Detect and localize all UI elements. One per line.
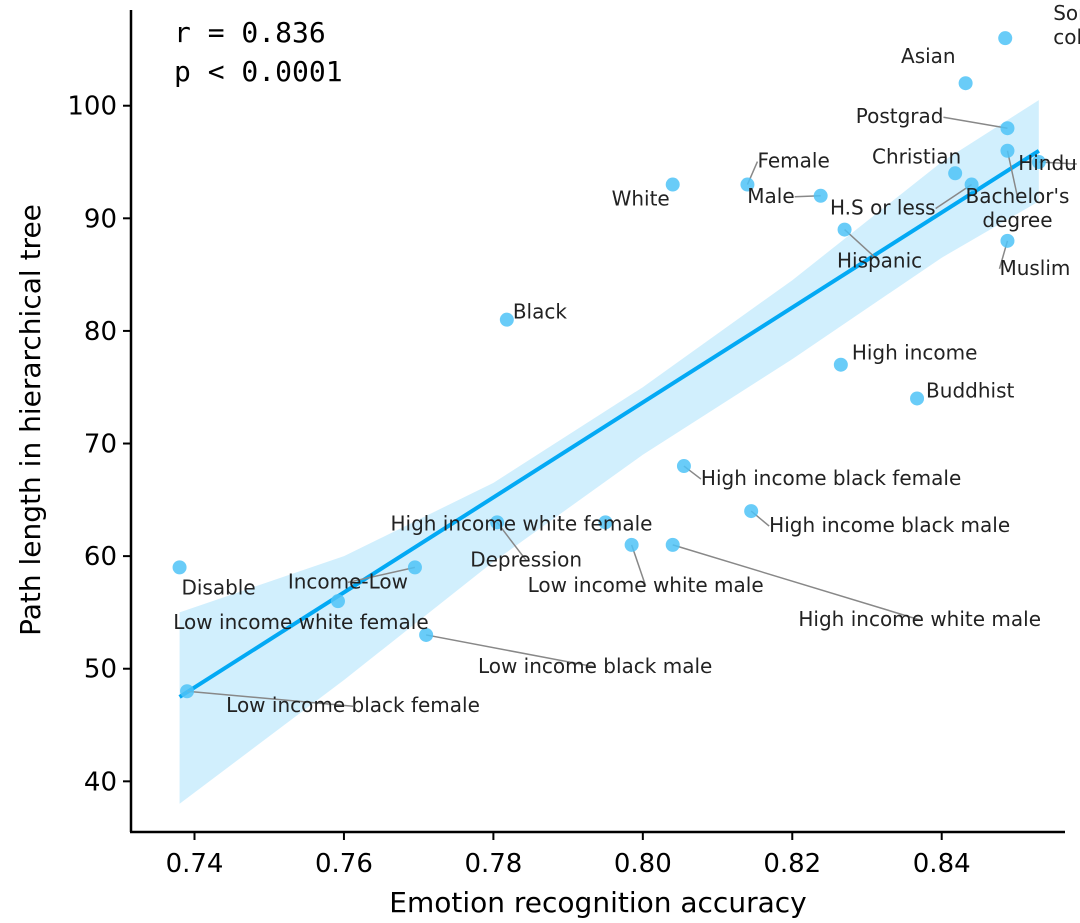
point-label-muslim: Muslim (999, 256, 1070, 280)
x-tick-label: 0.82 (763, 849, 821, 879)
y-tick-label: 70 (84, 430, 117, 460)
regression-line-layer (178, 149, 1040, 699)
point-label-christian: Christian (872, 144, 961, 168)
point-label-white: White (612, 187, 670, 211)
y-tick-label: 80 (84, 317, 117, 347)
data-point-postgrad (1000, 121, 1015, 136)
data-point-hispanic (837, 222, 852, 237)
y-tick-label: 50 (84, 655, 117, 685)
leader-line-low-income-black-female (186, 690, 354, 707)
point-label-high-income: High income (852, 341, 978, 365)
data-point-black (499, 312, 514, 327)
data-point-some-college (998, 31, 1013, 46)
point-label-high-income-white-male: High income white male (798, 607, 1041, 631)
point-label-depression: Depression (470, 547, 582, 571)
data-point-depression (490, 515, 505, 530)
leader-line-high-income-white-male (672, 544, 920, 621)
data-point-female (740, 177, 755, 192)
p-value-label: p < 0.0001 (174, 55, 343, 88)
point-label-hispanic: Hispanic (837, 249, 922, 273)
leader-line-h-s-or-less (935, 183, 973, 210)
data-point-disable (172, 560, 187, 575)
data-point-high-income (833, 357, 848, 372)
point-label-buddhist: Buddhist (926, 378, 1014, 402)
point-label-low-income-white-male: Low income white male (528, 573, 764, 597)
data-point-low-income-white-male (624, 537, 639, 552)
data-point-layer (172, 31, 1046, 699)
data-point-muslim (1000, 233, 1015, 248)
data-point-high-income-black-female (676, 459, 691, 474)
confidence-band (179, 100, 1039, 804)
point-label-high-income-black-female: High income black female (701, 466, 961, 490)
y-axis-title: Path length in hierarchical tree (14, 204, 47, 636)
correlation-label: r = 0.836 (174, 16, 326, 49)
x-tick-label: 0.80 (614, 849, 672, 879)
data-point-white (665, 177, 680, 192)
leader-line-depression (496, 521, 527, 561)
point-label-h-s-or-less: H.S or less (830, 196, 936, 220)
data-point-asian (958, 76, 973, 91)
point-label-postgrad: Postgrad (856, 104, 944, 128)
data-point-high-income-black-male (744, 504, 759, 519)
leader-line-hispanic (844, 229, 881, 263)
point-label-bachelor-s-degree: Bachelor's degree (966, 184, 1070, 232)
leader-line-postgrad (943, 116, 1008, 129)
point-label-high-income-black-male: High income black male (769, 513, 1010, 537)
y-tick-label: 40 (84, 767, 117, 797)
point-label-low-income-white-female: Low income white female (173, 610, 428, 634)
data-point-male (813, 188, 828, 203)
y-tick-label: 90 (84, 204, 117, 234)
point-label-asian: Asian (901, 44, 956, 68)
confidence-band-layer (179, 100, 1039, 804)
x-tick-label: 0.74 (166, 849, 224, 879)
point-label-low-income-black-male: Low income black male (478, 654, 712, 678)
data-point-income-low (407, 560, 422, 575)
x-tick-label: 0.76 (315, 849, 373, 879)
data-point-low-income-white-female (330, 594, 345, 609)
point-label-female: Female (757, 149, 829, 173)
point-label-income-low: Income-Low (288, 569, 408, 593)
data-point-buddhist (910, 391, 925, 406)
leader-line-bachelor-s-degree (1006, 150, 1019, 197)
point-label-disable: Disable (181, 575, 255, 599)
regression-line (178, 149, 1040, 699)
data-point-low-income-black-female (180, 684, 195, 699)
data-point-low-income-black-male (419, 627, 434, 642)
y-tick-label: 100 (67, 92, 117, 122)
leader-line-low-income-black-male (426, 634, 596, 668)
leader-line-income-low (347, 566, 416, 584)
y-ticks: 40 50 60 70 80 90 100 (67, 92, 131, 797)
data-point-hindu (1031, 155, 1046, 170)
data-point-bachelor-s-degree (1000, 143, 1015, 158)
point-label-hindu: Hindu (1018, 151, 1077, 175)
point-label-male: Male (747, 184, 794, 208)
data-point-high-income-white-female (598, 515, 613, 530)
x-axis-title: Emotion recognition accuracy (389, 886, 806, 919)
point-label-high-income-white-female: High income white female (390, 511, 652, 535)
point-label-layer: Somecollege Asian Postgrad Christian Hindu Ba… (173, 1, 1080, 717)
x-tick-label: 0.84 (913, 849, 971, 879)
data-point-high-income-white-male (665, 537, 680, 552)
point-label-low-income-black-female: Low income black female (226, 693, 480, 717)
point-label-some-college: Somecollege (1053, 1, 1080, 49)
y-tick-label: 60 (84, 542, 117, 572)
leader-line-low-income-white-male (630, 544, 647, 587)
data-point-christian (948, 166, 963, 181)
data-point-h-s-or-less (964, 177, 979, 192)
x-tick-label: 0.78 (464, 849, 522, 879)
point-label-black: Black (513, 300, 568, 324)
x-ticks: 0.74 0.76 0.78 0.80 0.82 0.84 (166, 832, 971, 879)
